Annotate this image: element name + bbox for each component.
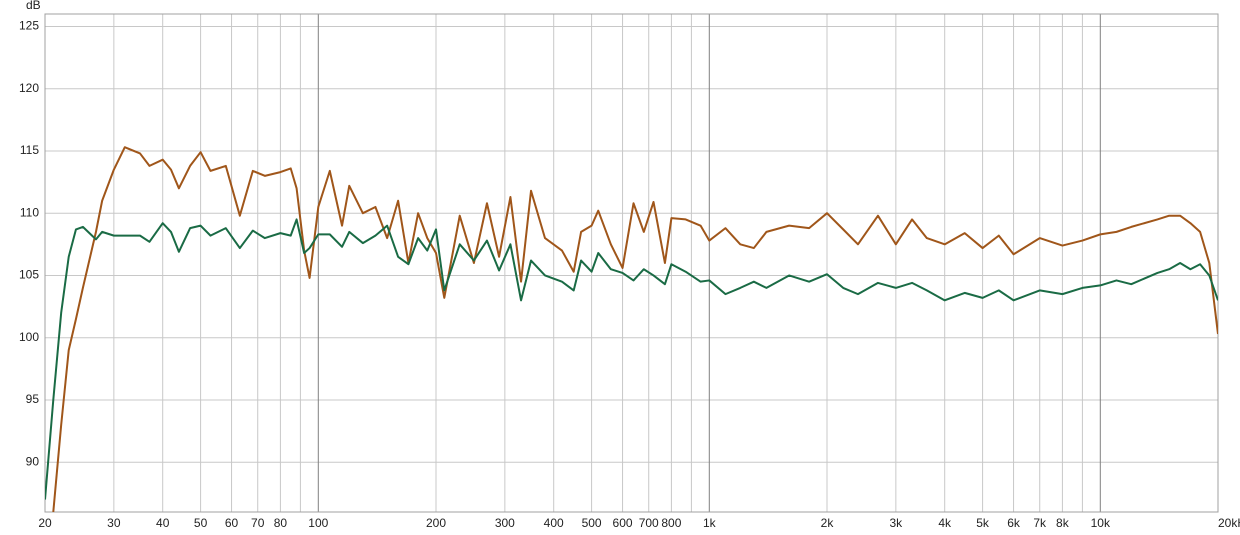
y-tick-label: 90 bbox=[26, 454, 40, 468]
x-tick-label: 50 bbox=[194, 516, 208, 530]
x-tick-label: 3k bbox=[890, 516, 904, 530]
x-tick-label: 8k bbox=[1056, 516, 1070, 530]
x-tick-label: 6k bbox=[1007, 516, 1021, 530]
y-tick-label: 110 bbox=[20, 205, 39, 219]
response-line bbox=[52, 146, 1218, 512]
x-tick-label: 70 bbox=[251, 516, 265, 530]
x-tick-label: 80 bbox=[274, 516, 288, 530]
x-tick-label: 300 bbox=[495, 516, 515, 530]
x-tick-label: 20kHz bbox=[1218, 516, 1240, 530]
y-axis-label: dB bbox=[26, 0, 41, 12]
y-tick-label: 100 bbox=[19, 330, 39, 344]
x-tick-label: 700 bbox=[639, 516, 659, 530]
x-tick-label: 30 bbox=[107, 516, 121, 530]
y-tick-label: 95 bbox=[26, 392, 40, 406]
x-tick-label: 1k bbox=[703, 516, 717, 530]
x-tick-label: 60 bbox=[225, 516, 239, 530]
y-tick-label: 115 bbox=[20, 143, 39, 157]
y-tick-label: 125 bbox=[19, 19, 39, 33]
x-tick-label: 5k bbox=[976, 516, 990, 530]
x-tick-label: 40 bbox=[156, 516, 170, 530]
x-tick-label: 4k bbox=[938, 516, 952, 530]
y-tick-label: 120 bbox=[19, 81, 39, 95]
x-tick-label: 800 bbox=[661, 516, 681, 530]
response-line bbox=[45, 218, 1218, 500]
x-tick-label: 100 bbox=[308, 516, 328, 530]
x-tick-label: 600 bbox=[613, 516, 633, 530]
x-tick-label: 400 bbox=[544, 516, 564, 530]
x-tick-label: 20 bbox=[38, 516, 52, 530]
plot-area bbox=[45, 146, 1218, 512]
x-tick-label: 2k bbox=[821, 516, 835, 530]
x-tick-label: 10k bbox=[1091, 516, 1111, 530]
x-tick-label: 7k bbox=[1033, 516, 1047, 530]
plot-frame bbox=[44, 13, 1219, 513]
x-tick-label: 200 bbox=[426, 516, 446, 530]
y-tick-label: 105 bbox=[19, 268, 39, 282]
x-tick-label: 500 bbox=[582, 516, 602, 530]
